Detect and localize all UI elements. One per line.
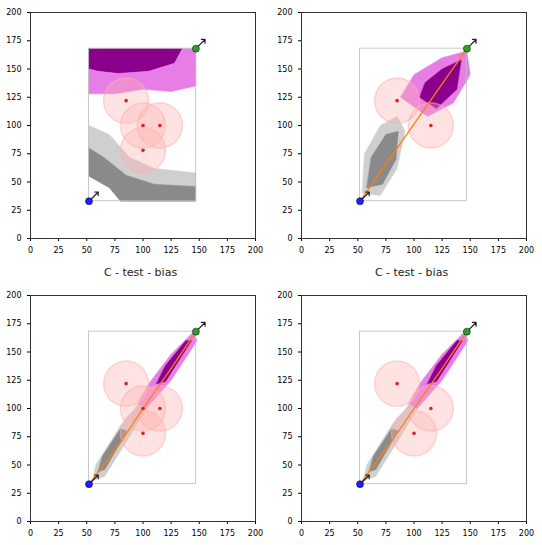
svg-text:100: 100 (6, 404, 21, 413)
svg-text:75: 75 (282, 432, 292, 441)
svg-text:150: 150 (6, 65, 21, 74)
svg-text:150: 150 (277, 65, 292, 74)
svg-text:50: 50 (282, 178, 292, 187)
svg-text:150: 150 (463, 246, 478, 255)
svg-text:50: 50 (353, 246, 363, 255)
svg-text:175: 175 (491, 246, 506, 255)
svg-text:175: 175 (6, 319, 21, 328)
svg-text:100: 100 (135, 529, 150, 538)
svg-text:100: 100 (277, 404, 292, 413)
svg-text:125: 125 (163, 246, 178, 255)
svg-text:150: 150 (277, 348, 292, 357)
svg-text:50: 50 (82, 529, 92, 538)
svg-text:50: 50 (11, 461, 21, 470)
svg-text:75: 75 (11, 432, 21, 441)
svg-text:200: 200 (6, 291, 21, 300)
svg-text:150: 150 (6, 348, 21, 357)
svg-text:100: 100 (6, 121, 21, 130)
svg-text:25: 25 (282, 489, 292, 498)
svg-text:200: 200 (519, 246, 534, 255)
svg-text:125: 125 (163, 529, 178, 538)
svg-text:150: 150 (463, 529, 478, 538)
svg-text:125: 125 (434, 246, 449, 255)
svg-text:100: 100 (135, 246, 150, 255)
svg-text:125: 125 (6, 93, 21, 102)
svg-text:150: 150 (192, 529, 207, 538)
svg-text:0: 0 (287, 234, 292, 243)
svg-text:175: 175 (491, 529, 506, 538)
svg-text:0: 0 (299, 246, 304, 255)
svg-text:75: 75 (110, 529, 120, 538)
svg-text:50: 50 (353, 529, 363, 538)
svg-text:25: 25 (54, 529, 64, 538)
svg-text:25: 25 (11, 206, 21, 215)
svg-text:0: 0 (16, 517, 21, 526)
svg-text:125: 125 (6, 376, 21, 385)
svg-text:25: 25 (11, 489, 21, 498)
svg-text:50: 50 (11, 178, 21, 187)
svg-text:175: 175 (277, 36, 292, 45)
svg-text:175: 175 (6, 36, 21, 45)
svg-text:200: 200 (519, 529, 534, 538)
svg-text:50: 50 (282, 461, 292, 470)
svg-text:50: 50 (82, 246, 92, 255)
svg-text:0: 0 (28, 529, 33, 538)
svg-text:100: 100 (406, 529, 421, 538)
svg-text:125: 125 (434, 529, 449, 538)
svg-text:175: 175 (277, 319, 292, 328)
svg-text:200: 200 (6, 8, 21, 17)
svg-text:75: 75 (381, 529, 391, 538)
svg-text:200: 200 (248, 529, 263, 538)
svg-text:25: 25 (325, 246, 335, 255)
svg-text:200: 200 (277, 8, 292, 17)
svg-text:200: 200 (277, 291, 292, 300)
html-text:C - test - bias: C - test - bias (103, 266, 178, 279)
svg-text:200: 200 (248, 246, 263, 255)
svg-text:125: 125 (277, 376, 292, 385)
svg-text:75: 75 (381, 246, 391, 255)
svg-text:0: 0 (287, 517, 292, 526)
svg-text:0: 0 (28, 246, 33, 255)
svg-text:150: 150 (192, 246, 207, 255)
svg-text:175: 175 (220, 529, 235, 538)
svg-text:175: 175 (220, 246, 235, 255)
svg-text:75: 75 (110, 246, 120, 255)
html-text:C - test - bias: C - test - bias (374, 266, 449, 279)
svg-text:25: 25 (54, 246, 64, 255)
svg-text:75: 75 (282, 149, 292, 158)
svg-text:25: 25 (282, 206, 292, 215)
svg-text:100: 100 (406, 246, 421, 255)
svg-text:100: 100 (277, 121, 292, 130)
svg-text:25: 25 (325, 529, 335, 538)
svg-text:125: 125 (277, 93, 292, 102)
svg-text:0: 0 (16, 234, 21, 243)
svg-text:0: 0 (299, 529, 304, 538)
svg-text:75: 75 (11, 149, 21, 158)
